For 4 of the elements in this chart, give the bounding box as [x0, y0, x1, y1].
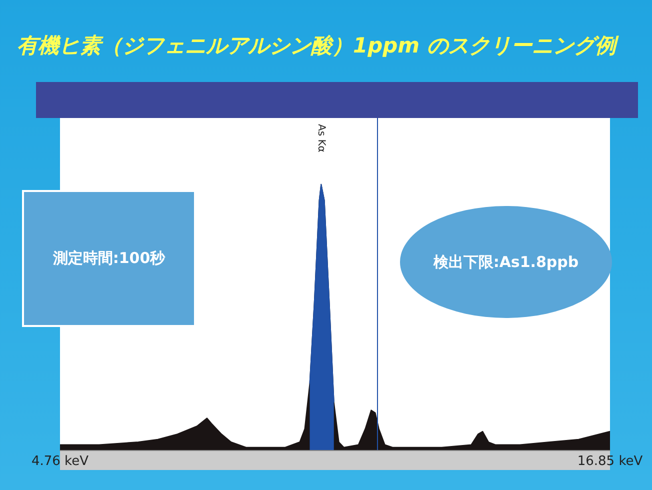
x-tick-label: 4.76 keV	[31, 454, 89, 469]
chart-title: 有機ヒ素（ジフェニルアルシン酸）1ppm のスクリーニング例	[17, 34, 619, 58]
info-box: 測定時間:100秒	[22, 190, 196, 327]
text: As Kα	[316, 124, 327, 153]
